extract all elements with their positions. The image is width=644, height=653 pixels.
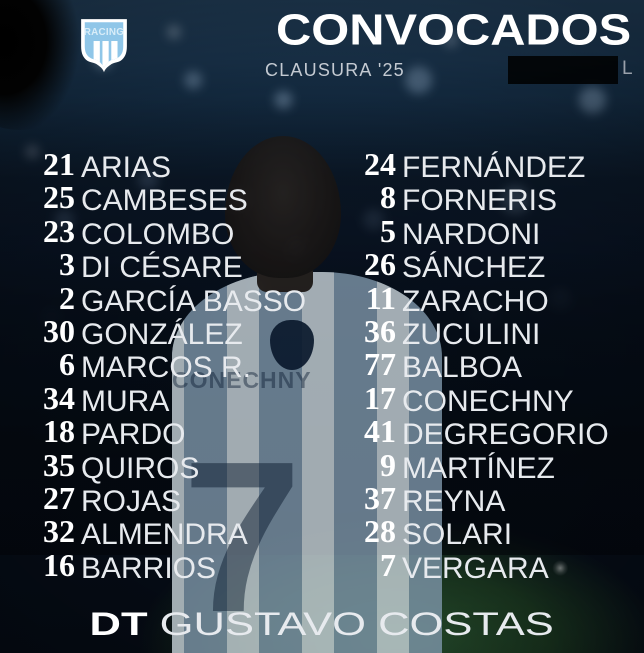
svg-text:RACING: RACING	[84, 27, 125, 38]
